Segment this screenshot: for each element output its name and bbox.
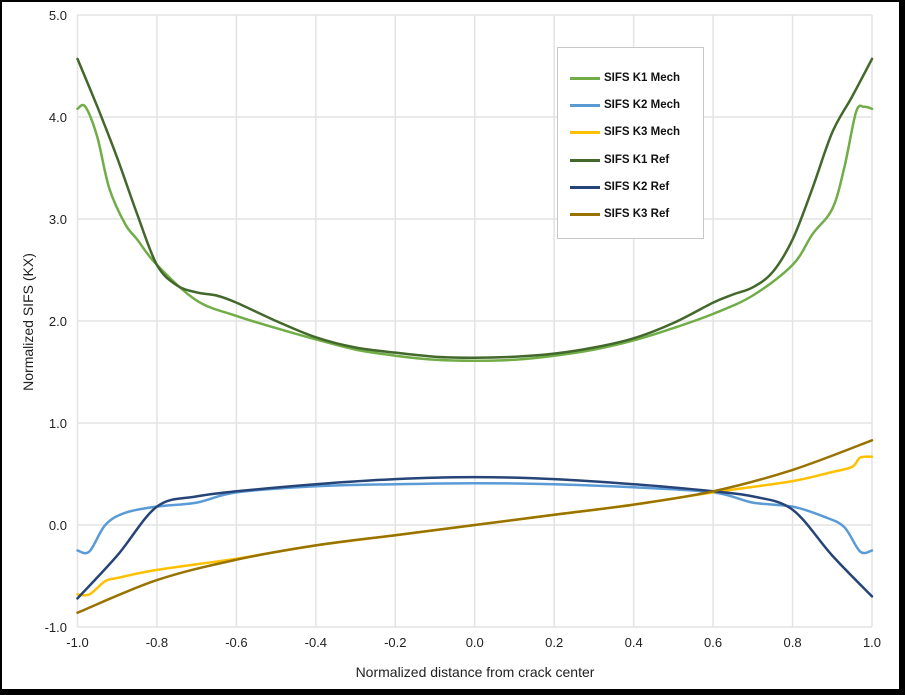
legend-item: SIFS K1 Ref bbox=[570, 152, 669, 168]
legend-label: SIFS K3 Mech bbox=[604, 126, 681, 138]
series-line bbox=[76, 439, 874, 614]
legend-label: SIFS K1 Mech bbox=[604, 72, 681, 84]
x-tick-label: 0.8 bbox=[784, 635, 802, 650]
legend-label: SIFS K1 Ref bbox=[604, 154, 670, 166]
legend-swatch bbox=[570, 212, 600, 216]
frame-border-top bbox=[0, 0, 900, 2]
y-tick-label: 2.0 bbox=[49, 314, 67, 329]
legend-label: SIFS K2 Ref bbox=[604, 181, 670, 193]
legend-swatch bbox=[570, 103, 600, 107]
y-axis-ticks: -1.0 0.0 1.0 2.0 3.0 4.0 5.0 bbox=[45, 8, 67, 635]
legend-swatch bbox=[570, 158, 600, 162]
legend-label: SIFS K2 Mech bbox=[604, 99, 681, 111]
y-axis-title: Normalized SIFS (KX) bbox=[20, 253, 36, 391]
x-tick-label: 0.2 bbox=[545, 635, 563, 650]
legend-item: SIFS K3 Mech bbox=[570, 124, 680, 140]
legend-item: SIFS K2 Ref bbox=[570, 179, 669, 195]
gridlines bbox=[76, 14, 873, 628]
y-tick-label: 0.0 bbox=[49, 518, 67, 533]
x-tick-label: 1.0 bbox=[863, 635, 881, 650]
series-line bbox=[76, 103, 874, 363]
y-tick-label: 1.0 bbox=[49, 416, 67, 431]
legend-swatch bbox=[570, 185, 600, 189]
x-tick-label: -0.2 bbox=[384, 635, 406, 650]
y-tick-label: 3.0 bbox=[49, 212, 67, 227]
legend-item: SIFS K3 Ref bbox=[570, 206, 669, 222]
frame-border-bottom bbox=[0, 689, 905, 695]
legend-swatch bbox=[570, 76, 600, 80]
y-tick-label: -1.0 bbox=[45, 620, 67, 635]
legend-swatch bbox=[570, 130, 600, 134]
x-tick-label: 0.6 bbox=[704, 635, 722, 650]
series-lines bbox=[76, 57, 874, 614]
frame-border-left bbox=[0, 0, 2, 690]
frame-border-right bbox=[899, 0, 905, 695]
x-axis-title: Normalized distance from crack center bbox=[356, 664, 595, 680]
x-tick-label: 0.0 bbox=[466, 635, 484, 650]
series-line bbox=[76, 475, 874, 600]
y-tick-label: 4.0 bbox=[49, 110, 67, 125]
legend-label: SIFS K3 Ref bbox=[604, 208, 670, 220]
x-axis-ticks: -1.0 -0.8 -0.6 -0.4 -0.2 0.0 0.2 0.4 0.6 0.8 1.0 bbox=[66, 635, 881, 650]
x-tick-label: -0.8 bbox=[146, 635, 168, 650]
series-line bbox=[76, 57, 874, 359]
series-line bbox=[76, 481, 874, 555]
legend-item: SIFS K1 Mech bbox=[570, 70, 680, 86]
legend: SIFS K1 Mech SIFS K2 Mech SIFS K3 Mech S… bbox=[557, 47, 704, 239]
x-tick-label: 0.4 bbox=[625, 635, 643, 650]
legend-item: SIFS K2 Mech bbox=[570, 97, 680, 113]
x-tick-label: -0.4 bbox=[305, 635, 327, 650]
x-tick-label: -1.0 bbox=[66, 635, 88, 650]
y-tick-label: 5.0 bbox=[49, 8, 67, 23]
x-tick-label: -0.6 bbox=[225, 635, 247, 650]
